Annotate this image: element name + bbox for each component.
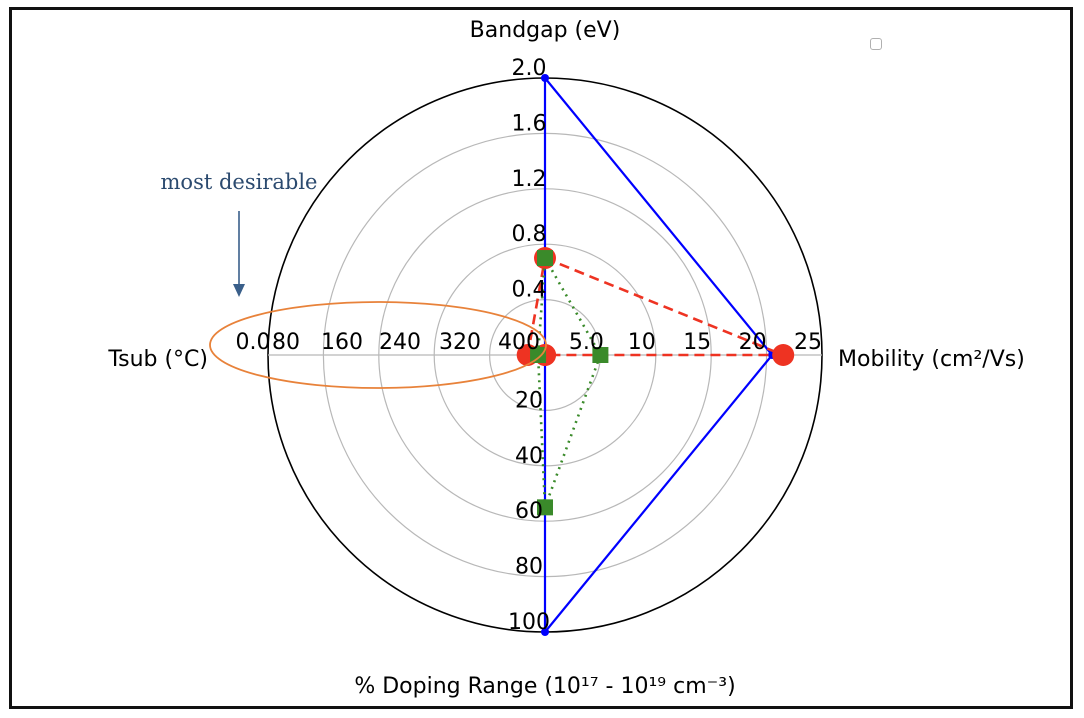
annotation-ellipse — [209, 301, 547, 389]
tick-tsub: 240 — [379, 330, 421, 355]
tick-tsub: 160 — [321, 330, 363, 355]
legend-checkbox[interactable] — [870, 38, 882, 50]
series-2-marker — [537, 250, 553, 267]
tick-bandgap: 1.2 — [512, 167, 547, 192]
tick-bandgap: 0.8 — [512, 222, 547, 247]
tick-mobility: 15 — [683, 330, 711, 355]
tick-bandgap: 0.4 — [512, 278, 547, 303]
annotation-text: most desirable — [161, 170, 318, 194]
tick-bandgap: 1.6 — [512, 111, 547, 136]
series-2-line — [536, 256, 602, 509]
figure-frame: 0.4 0.8 1.2 1.6 2.0 5.0 10 15 20 25 20 40 60 80 100 400… — [9, 7, 1073, 709]
series-1-marker — [772, 344, 795, 366]
series-0-marker — [541, 628, 549, 636]
radar-chart: 0.4 0.8 1.2 1.6 2.0 5.0 10 15 20 25 20 40 60 80 100 400… — [107, 18, 1025, 699]
tick-mobility: 5.0 — [569, 330, 604, 355]
series-0-marker — [541, 74, 549, 82]
tick-labels: 0.4 0.8 1.2 1.6 2.0 5.0 10 15 20 25 20 40 60 80 100 400… — [236, 56, 823, 635]
series-1-line — [526, 256, 785, 357]
axis-title-tsub: Tsub (°C) — [107, 347, 208, 372]
series-2-marker — [592, 347, 609, 363]
axis-title-doping: % Doping Range (10¹⁷ - 10¹⁹ cm⁻³) — [354, 674, 735, 699]
tick-tsub: 400 — [498, 330, 540, 355]
tick-doping: 80 — [515, 555, 543, 580]
series-2-marker — [530, 347, 547, 363]
tick-tsub: 0.0 — [236, 330, 271, 355]
tick-mobility: 20 — [739, 330, 767, 355]
tick-doping: 100 — [508, 610, 550, 635]
series-layer — [516, 74, 795, 636]
tick-mobility: 25 — [794, 330, 822, 355]
tick-tsub: 320 — [439, 330, 481, 355]
tick-bandgap: 2.0 — [512, 56, 547, 81]
series-2-marker — [537, 499, 553, 516]
annotation-arrow — [233, 211, 245, 297]
tick-tsub: 80 — [272, 330, 300, 355]
tick-doping: 60 — [515, 499, 543, 524]
axis-title-bandgap: Bandgap (eV) — [470, 18, 621, 43]
tick-mobility: 10 — [628, 330, 656, 355]
axis-title-mobility: Mobility (cm²/Vs) — [838, 347, 1025, 372]
tick-doping: 20 — [515, 388, 543, 413]
tick-doping: 40 — [515, 444, 543, 469]
